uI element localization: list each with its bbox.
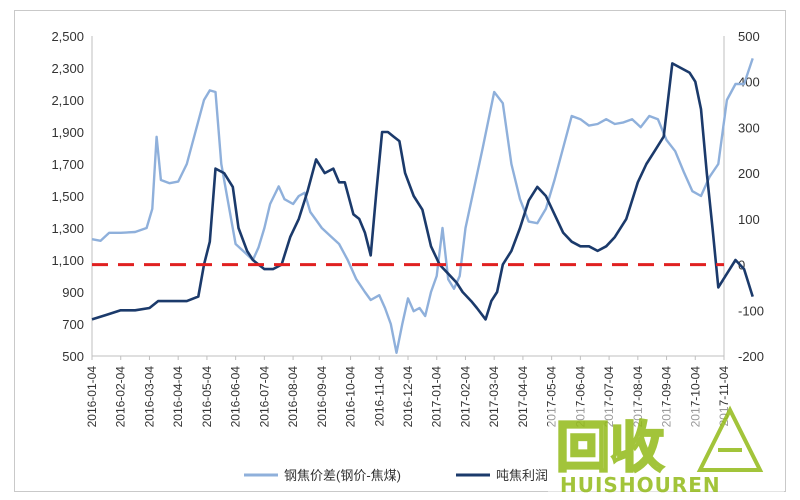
- right-axis-tick-label: -100: [738, 303, 764, 318]
- left-axis-tick-label: 2,100: [51, 93, 84, 108]
- right-axis-tick-label: 400: [738, 75, 760, 90]
- right-axis-tick-label: 500: [738, 29, 760, 44]
- left-axis-tick-label: 1,100: [51, 253, 84, 268]
- legend: 钢焦价差(钢价-焦煤) 吨焦利润: [244, 468, 548, 483]
- watermark-sub-text: HUISHOUREN: [560, 473, 721, 497]
- left-axis-tick-label: 1,700: [51, 157, 84, 172]
- x-axis-tick-label: 2016-03-04: [142, 366, 156, 428]
- watermark-backdrop: [548, 405, 784, 493]
- x-axis-tick-label: 2016-01-04: [85, 366, 99, 428]
- right-axis-tick-label: -200: [738, 349, 764, 364]
- left-axis-tick-label: 500: [62, 349, 84, 364]
- x-axis-tick-label: 2016-11-04: [372, 366, 386, 427]
- x-axis-tick-label: 2017-03-04: [487, 366, 501, 428]
- x-axis-tick-label: 2016-06-04: [229, 366, 243, 428]
- x-axis-tick-label: 2017-02-04: [458, 366, 472, 428]
- x-axis-tick-label: 2016-12-04: [401, 366, 415, 428]
- x-axis-tick-label: 2016-05-04: [200, 366, 214, 428]
- right-axis-tick-label: 300: [738, 120, 760, 135]
- left-axis-ticks: 2,500 2,300 2,100 1,900 1,700 1,500 1,300 1,100…: [51, 29, 84, 364]
- x-axis-tick-label: 2016-02-04: [114, 366, 128, 428]
- left-axis-tick-label: 700: [62, 317, 84, 332]
- right-axis-tick-label: 100: [738, 212, 760, 227]
- x-axis-ticks: 2016-01-04 2016-02-04 2016-03-04 2016-04-04…: [85, 356, 731, 427]
- left-axis-tick-label: 1,900: [51, 125, 84, 140]
- series-layer: [91, 58, 754, 354]
- watermark-logo-icon: [696, 405, 764, 472]
- left-axis-tick-label: 2,300: [51, 61, 84, 76]
- left-axis-tick-label: 900: [62, 285, 84, 300]
- x-axis-tick-label: 2017-04-04: [516, 366, 530, 428]
- x-axis-tick-label: 2016-07-04: [257, 366, 271, 428]
- legend-label-spread: 钢焦价差(钢价-焦煤): [284, 468, 401, 483]
- series-line-coke-profit: [91, 62, 754, 321]
- x-axis-tick-label: 2016-08-04: [286, 366, 300, 428]
- left-axis-tick-label: 2,500: [51, 29, 84, 44]
- left-axis-tick-label: 1,500: [51, 189, 84, 204]
- left-axis-tick-label: 1,300: [51, 221, 84, 236]
- x-axis-tick-label: 2016-10-04: [344, 366, 358, 428]
- watermark: 回收 HUISHOUREN: [548, 405, 784, 497]
- plot-area: [91, 36, 725, 357]
- x-axis-tick-label: 2017-01-04: [430, 366, 444, 428]
- legend-label-profit: 吨焦利润: [496, 468, 548, 483]
- right-axis-tick-label: 200: [738, 166, 760, 181]
- series-line-steel-coke-spread: [91, 58, 754, 354]
- x-axis-tick-label: 2016-04-04: [171, 366, 185, 428]
- watermark-main-text: 回收: [556, 416, 664, 479]
- x-axis-tick-label: 2016-09-04: [315, 366, 329, 428]
